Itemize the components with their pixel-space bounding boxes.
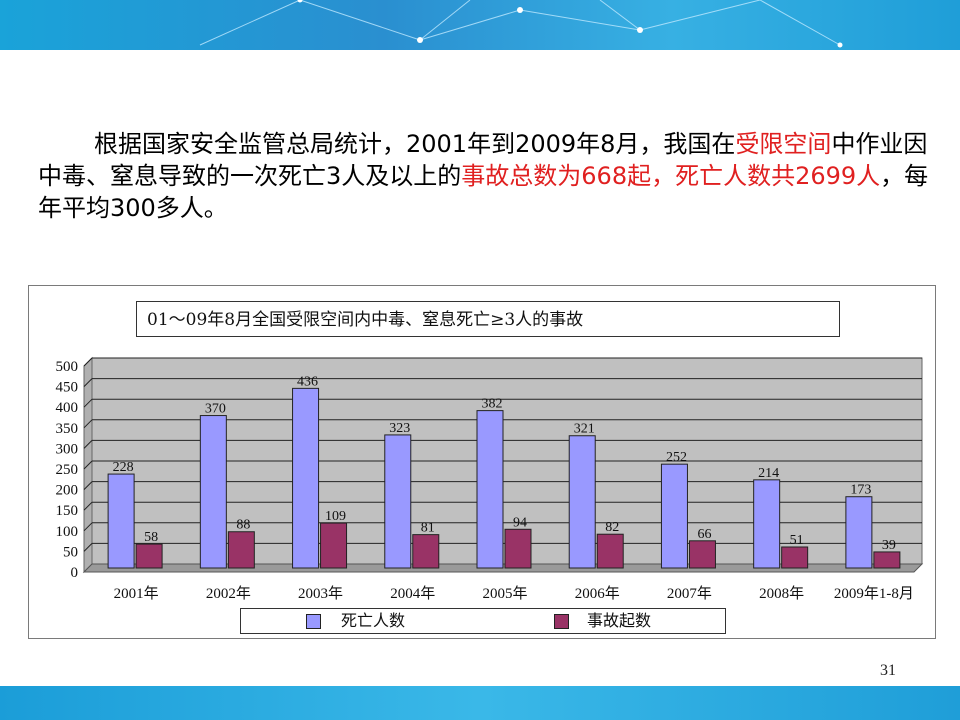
data-label-accidents: 51 <box>790 533 804 548</box>
gridline-depth <box>83 501 93 511</box>
bar-accidents <box>135 543 163 569</box>
x-tick-label: 2003年 <box>298 585 343 602</box>
bar-deaths <box>384 434 412 569</box>
gridline-depth <box>83 481 93 490</box>
legend-swatch-deaths <box>306 614 321 629</box>
y-tick-label: 400 <box>56 400 79 416</box>
data-label-deaths: 436 <box>297 374 318 389</box>
y-tick-label: 500 <box>56 359 79 375</box>
legend-swatch-accidents <box>554 614 569 629</box>
bar-deaths <box>568 435 596 569</box>
y-tick-label: 50 <box>63 544 78 560</box>
bar-deaths <box>199 415 227 569</box>
x-tick-label: 2004年 <box>390 585 435 602</box>
gridline-depth <box>83 357 93 367</box>
intro-highlight-totals: 事故总数为668起，死亡人数共2699人 <box>461 162 881 190</box>
y-tick-label: 150 <box>56 503 79 519</box>
legend-label-deaths: 死亡人数 <box>341 611 406 630</box>
chart-title: 01～09年8月全国受限空间内中毒、窒息死亡≥3人的事故 <box>136 301 840 337</box>
y-tick-label: 450 <box>56 380 79 396</box>
gridline-depth <box>83 522 93 532</box>
intro-text-3: ，每年平均300多人。 <box>38 162 929 222</box>
data-label-deaths: 252 <box>666 450 687 465</box>
data-label-accidents: 94 <box>513 515 527 530</box>
bar-accidents <box>781 546 809 569</box>
data-label-accidents: 66 <box>697 527 711 542</box>
y-tick-label: 100 <box>56 524 79 540</box>
intro-text-2: 中作业因中毒、窒息导致的一次死亡3人及以上的 <box>38 130 928 190</box>
gridline-depth <box>83 460 93 470</box>
chart-legend: 死亡人数 事故起数 <box>240 608 726 634</box>
x-tick-label: 2001年 <box>114 585 159 602</box>
bar-deaths <box>476 410 504 569</box>
y-tick-label: 250 <box>56 462 79 478</box>
top-banner <box>0 0 960 50</box>
x-tick-label: 2002年 <box>206 585 251 602</box>
gridline-depth <box>83 419 93 429</box>
bar-accidents <box>873 551 901 569</box>
bar-accidents <box>596 533 624 569</box>
intro-paragraph: 根据国家安全监管总局统计，2001年到2009年8月，我国在受限空间中作业因中毒… <box>38 128 930 224</box>
data-label-deaths: 214 <box>758 466 779 481</box>
data-label-accidents: 82 <box>605 520 619 535</box>
bar-accidents <box>504 528 532 569</box>
y-tick-label: 200 <box>56 483 79 499</box>
intro-highlight-confined-space: 受限空间 <box>735 130 832 158</box>
bottom-banner <box>0 686 960 720</box>
data-label-deaths: 173 <box>850 483 871 498</box>
gridline-depth <box>83 440 93 449</box>
x-tick-label: 2006年 <box>575 585 620 602</box>
bar-accidents <box>227 531 255 569</box>
data-label-deaths: 321 <box>574 422 595 437</box>
data-label-deaths: 382 <box>482 397 503 412</box>
bar-deaths <box>660 463 688 569</box>
data-label-accidents: 88 <box>236 518 250 533</box>
bar-accidents <box>412 534 440 569</box>
data-label-accidents: 39 <box>882 538 896 553</box>
data-label-accidents: 81 <box>421 521 435 536</box>
page-number: 31 <box>880 662 896 679</box>
intro-text-1: 根据国家安全监管总局统计，2001年到2009年8月，我国在 <box>94 130 736 158</box>
y-tick-label: 0 <box>71 565 79 581</box>
x-tick-label: 2009年1-8月 <box>834 585 914 602</box>
x-tick-label: 2008年 <box>759 585 804 602</box>
y-tick-label: 300 <box>56 441 79 457</box>
y-tick-label: 350 <box>56 421 79 437</box>
bar-deaths <box>845 496 873 569</box>
data-label-accidents: 109 <box>325 509 346 524</box>
data-label-deaths: 228 <box>113 460 134 475</box>
bar-deaths <box>107 473 135 569</box>
bar-accidents <box>688 540 716 569</box>
gridline-depth <box>83 378 93 387</box>
bar-deaths <box>292 387 320 569</box>
x-tick-label: 2007年 <box>667 585 712 602</box>
gridline-depth <box>83 543 93 552</box>
network-pattern-icon <box>199 0 843 48</box>
bar-deaths <box>753 479 781 569</box>
bar-accidents <box>320 522 348 569</box>
x-tick-label: 2005年 <box>482 585 527 602</box>
data-label-deaths: 323 <box>389 421 410 436</box>
gridline-depth <box>83 398 93 408</box>
data-label-deaths: 370 <box>205 402 226 417</box>
legend-label-accidents: 事故起数 <box>587 611 652 630</box>
data-label-accidents: 58 <box>144 530 158 545</box>
